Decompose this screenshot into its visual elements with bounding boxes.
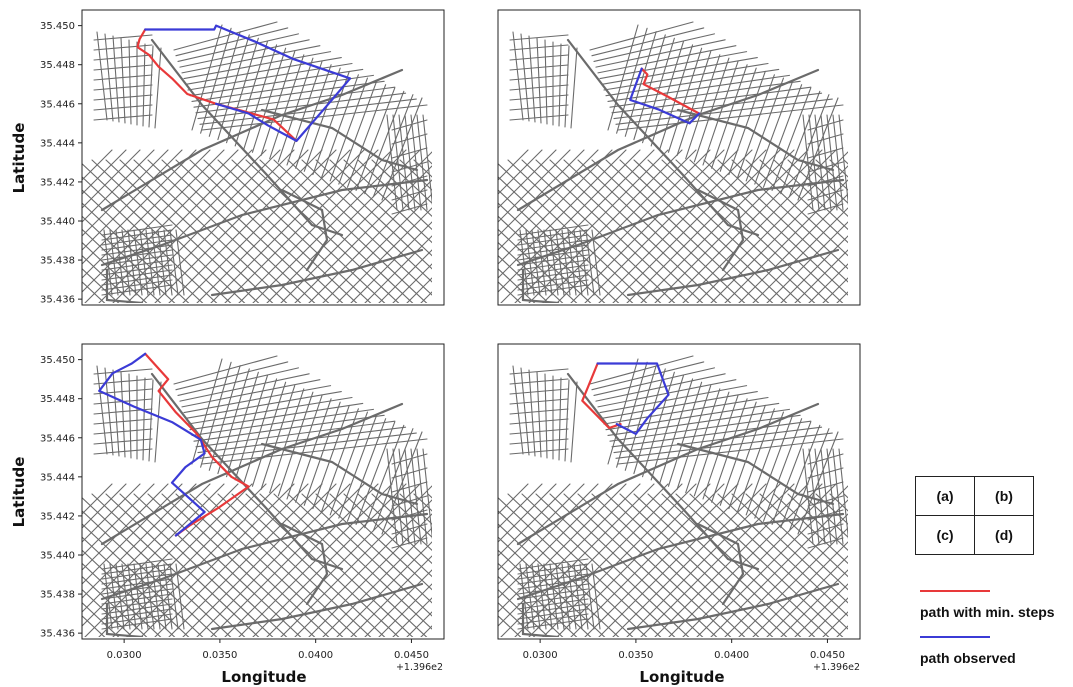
x-tick-label: 0.0450: [810, 650, 845, 661]
panel-a-frame: [81, 9, 445, 306]
panel-key-c: (c): [915, 515, 975, 555]
y-tick-label: 35.436: [40, 295, 75, 306]
panel-key-a: (a): [915, 476, 975, 516]
x-offset-left: +1.396e2: [396, 662, 443, 673]
legend-swatch-min-steps: [920, 590, 990, 592]
y-axis-top: 35.436 35.438 35.440 35.442 35.444 35.446 35.4…: [40, 21, 82, 306]
route-path-with-min-steps: [640, 67, 701, 115]
x-axis-left: 0.0300 0.0350 0.0400 0.0450: [107, 639, 429, 661]
y-tick-label: 35.442: [40, 177, 75, 188]
panel-a: [81, 9, 445, 306]
x-axis-label-left: Longitude: [221, 668, 306, 686]
y-axis-label-top: Latitude: [10, 123, 28, 194]
route-path-observed: [144, 24, 352, 142]
route-path-with-min-steps: [144, 352, 250, 537]
x-tick-label: 0.0400: [298, 650, 333, 661]
panel-d: [497, 343, 861, 640]
panel-b: [497, 9, 861, 306]
panel-c-routes: [98, 352, 250, 537]
x-offset-right: +1.396e2: [813, 662, 860, 673]
y-tick-label: 35.448: [40, 60, 75, 71]
panel-c-frame: [81, 343, 445, 640]
y-tick-label: 35.438: [40, 590, 75, 601]
y-tick-label: 35.446: [40, 99, 75, 110]
y-tick-label: 35.436: [40, 629, 75, 640]
y-tick-label: 35.444: [40, 138, 75, 149]
y-axis-label-bottom: Latitude: [10, 457, 28, 528]
y-tick-label: 35.450: [40, 355, 75, 366]
panel-d-frame: [497, 343, 861, 640]
route-path-with-min-steps: [136, 28, 298, 142]
x-tick-label: 0.0450: [394, 650, 429, 661]
x-axis-right: 0.0300 0.0350 0.0400 0.0450: [523, 639, 845, 661]
x-tick-label: 0.0300: [107, 650, 142, 661]
x-tick-label: 0.0400: [714, 650, 749, 661]
y-tick-label: 35.448: [40, 394, 75, 405]
route-path-observed: [596, 362, 670, 436]
y-tick-label: 35.446: [40, 433, 75, 444]
panel-d-routes: [581, 362, 670, 436]
legend-label-min-steps: path with min. steps: [920, 604, 1055, 620]
route-path-with-min-steps: [581, 362, 622, 430]
panel-key-grid: (a) (b) (c) (d): [915, 476, 1034, 555]
y-tick-label: 35.442: [40, 511, 75, 522]
legend: (a) (b) (c) (d) path with min. steps pat…: [915, 476, 1055, 666]
x-axis-label-right: Longitude: [639, 668, 724, 686]
panel-key-d: (d): [974, 515, 1034, 555]
x-tick-label: 0.0350: [618, 650, 653, 661]
route-path-observed: [98, 352, 206, 537]
y-axis-bottom: 35.436 35.438 35.440 35.442 35.444 35.446 35.4…: [40, 355, 82, 640]
y-tick-label: 35.444: [40, 472, 75, 483]
legend-swatch-observed: [920, 636, 990, 638]
y-tick-label: 35.450: [40, 21, 75, 32]
panel-b-routes: [629, 67, 701, 125]
panel-key-b: (b): [974, 476, 1034, 516]
panel-c: [81, 343, 445, 640]
x-tick-label: 0.0350: [202, 650, 237, 661]
panel-a-routes: [136, 24, 352, 142]
route-path-observed: [629, 67, 701, 125]
x-tick-label: 0.0300: [523, 650, 558, 661]
panel-b-frame: [497, 9, 861, 306]
legend-label-observed: path observed: [920, 650, 1016, 666]
y-tick-label: 35.440: [40, 216, 75, 227]
y-tick-label: 35.440: [40, 550, 75, 561]
y-tick-label: 35.438: [40, 256, 75, 267]
